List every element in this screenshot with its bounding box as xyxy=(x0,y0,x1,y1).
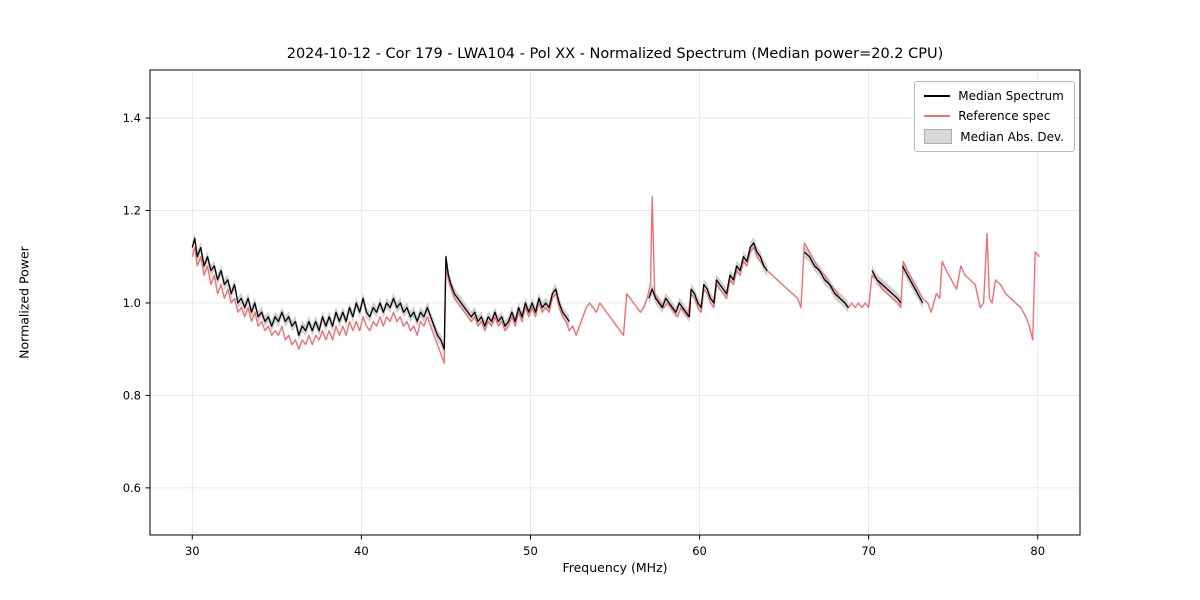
y-tick-label: 1.2 xyxy=(123,204,141,218)
mad-band xyxy=(192,232,570,355)
x-tick-label: 40 xyxy=(354,544,369,558)
y-tick-label: 1.0 xyxy=(123,296,141,310)
legend-item-reference-spec: Reference spec xyxy=(924,109,1064,123)
x-tick-label: 60 xyxy=(692,544,707,558)
median-spectrum-line xyxy=(901,265,924,304)
chart-title: 2024-10-12 - Cor 179 - LWA104 - Pol XX -… xyxy=(286,46,944,62)
legend-item-median-spectrum: Median Spectrum xyxy=(924,89,1064,103)
legend-item-median-abs-dev: Median Abs. Dev. xyxy=(924,129,1064,144)
x-axis-label: Frequency (MHz) xyxy=(562,560,668,575)
legend: Median Spectrum Reference spec Median Ab… xyxy=(914,81,1075,152)
median-spectrum-line xyxy=(871,270,902,304)
legend-label: Median Spectrum xyxy=(958,89,1064,103)
median-spectrum-line xyxy=(191,237,570,350)
reference-spec-line-swatch xyxy=(924,115,951,117)
y-tick-label: 0.8 xyxy=(123,388,141,402)
x-tick-label: 80 xyxy=(1030,544,1045,558)
legend-label: Reference spec xyxy=(958,109,1051,123)
x-tick-label: 30 xyxy=(185,544,200,558)
x-tick-label: 70 xyxy=(861,544,876,558)
mad-band xyxy=(648,237,768,323)
legend-label: Median Abs. Dev. xyxy=(960,129,1064,144)
reference-spec-line xyxy=(191,195,1040,364)
median-abs-dev-patch-swatch xyxy=(924,129,953,144)
y-tick-label: 1.4 xyxy=(123,111,141,125)
x-tick-label: 50 xyxy=(523,544,538,558)
y-tick-label: 0.6 xyxy=(123,481,141,495)
median-spectrum-line-swatch xyxy=(924,95,951,97)
mad-band xyxy=(872,265,901,309)
median-spectrum-line xyxy=(803,251,849,308)
median-spectrum-line xyxy=(648,242,768,318)
